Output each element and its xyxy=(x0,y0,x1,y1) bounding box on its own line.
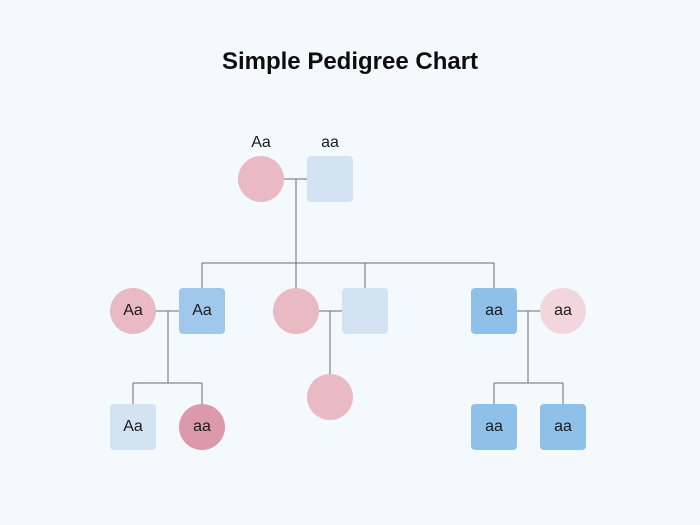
genotype-label: aa xyxy=(554,302,572,320)
pedigree-node-g2_f2 xyxy=(273,288,319,334)
genotype-label: aa xyxy=(485,302,503,320)
pedigree-chart: Simple Pedigree Chart Aa aa Aa Aa aa aa Aa aa aa… xyxy=(0,0,700,525)
pedigree-node-g3_m1: Aa xyxy=(110,404,156,450)
chart-title: Simple Pedigree Chart xyxy=(0,48,700,76)
genotype-label: aa xyxy=(485,418,503,436)
genotype-label: aa xyxy=(193,418,211,436)
pedigree-node-g2_f3: aa xyxy=(540,288,586,334)
pedigree-node-g2_m2 xyxy=(342,288,388,334)
genotype-label: Aa xyxy=(192,302,212,320)
genotype-label: aa xyxy=(321,134,339,152)
pedigree-node-g3_m3: aa xyxy=(540,404,586,450)
pedigree-node-g3_f2 xyxy=(307,374,353,420)
genotype-label: Aa xyxy=(251,134,271,152)
pedigree-node-g2_f1: Aa xyxy=(110,288,156,334)
pedigree-node-g1_m xyxy=(307,156,353,202)
pedigree-node-g2_m1: Aa xyxy=(179,288,225,334)
pedigree-node-g3_m2: aa xyxy=(471,404,517,450)
genotype-label: Aa xyxy=(123,302,143,320)
pedigree-node-g2_m3: aa xyxy=(471,288,517,334)
pedigree-node-g1_f xyxy=(238,156,284,202)
pedigree-node-g3_f1: aa xyxy=(179,404,225,450)
connector-lines xyxy=(0,0,700,525)
genotype-label: aa xyxy=(554,418,572,436)
genotype-label: Aa xyxy=(123,418,143,436)
